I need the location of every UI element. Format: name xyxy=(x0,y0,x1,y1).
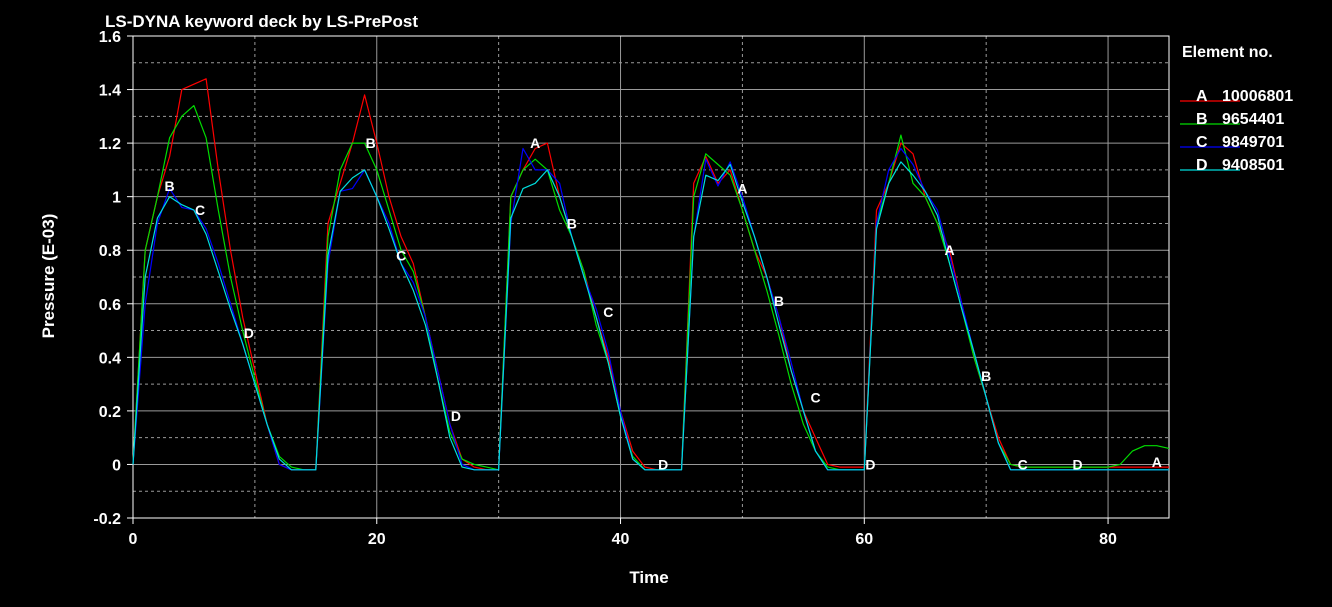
grid-lines xyxy=(133,35,1169,519)
y-tick-label: 0 xyxy=(112,457,121,474)
x-tick-label: 40 xyxy=(612,531,630,548)
series-marker-label-a: A xyxy=(945,242,955,258)
series-marker-label-a: A xyxy=(737,181,747,197)
series-group xyxy=(132,78,1170,471)
legend-name-c: 9849701 xyxy=(1222,134,1284,151)
series-marker-label-b: B xyxy=(366,135,376,151)
chart-title: LS-DYNA keyword deck by LS-PrePost xyxy=(105,12,418,31)
x-tick-label: 80 xyxy=(1099,531,1117,548)
x-tick-label: 0 xyxy=(129,531,138,548)
series-marker-label-b: B xyxy=(567,215,577,231)
series-line-d xyxy=(132,161,1169,471)
legend-name-b: 9654401 xyxy=(1222,111,1284,128)
y-tick-label: 1 xyxy=(112,190,121,207)
legend-letter-d: D xyxy=(1196,157,1208,174)
y-tick-label: 1.6 xyxy=(99,29,121,46)
legend-title: Element no. xyxy=(1182,44,1273,61)
series-marker-label-c: C xyxy=(195,202,205,218)
legend-letter-b: B xyxy=(1196,111,1208,128)
series-marker-label-b: B xyxy=(774,293,784,309)
legend-letter-a: A xyxy=(1196,88,1208,105)
y-tick-label: -0.2 xyxy=(93,511,121,528)
y-axis-label: Pressure (E-03) xyxy=(39,214,58,339)
series-marker-label-d: D xyxy=(451,408,461,424)
series-marker-label-a: A xyxy=(530,135,540,151)
series-marker-label-c: C xyxy=(810,390,820,406)
series-marker-label-d: D xyxy=(658,456,668,472)
x-axis-label: Time xyxy=(629,568,668,587)
series-marker-label-b: B xyxy=(165,178,175,194)
series-marker-label-c: C xyxy=(1018,456,1028,472)
series-line-b xyxy=(132,104,1170,471)
legend-name-d: 9408501 xyxy=(1222,157,1284,174)
x-axis-ticks: 0 20 40 60 80 xyxy=(129,518,1117,548)
y-tick-label: 0.8 xyxy=(99,243,121,260)
series-marker-label-d: D xyxy=(865,456,875,472)
series-marker-label-d: D xyxy=(244,325,254,341)
y-tick-label: 0.2 xyxy=(99,404,121,421)
y-axis-ticks: -0.2 0 0.2 0.4 0.6 0.8 1 1.2 1.4 1.6 xyxy=(93,29,133,528)
y-tick-label: 1.4 xyxy=(99,83,121,100)
plot-frame xyxy=(132,35,1170,519)
legend: A 10006801 B 9654401 C 9849701 D 9408501 xyxy=(1180,88,1293,174)
series-marker-label-b: B xyxy=(981,368,991,384)
marker-labels: A A A A B B B B B C C C C C D D D D D xyxy=(165,135,1162,472)
series-marker-label-c: C xyxy=(603,304,613,320)
legend-name-a: 10006801 xyxy=(1222,88,1293,105)
series-marker-label-c: C xyxy=(396,248,406,264)
legend-letter-c: C xyxy=(1196,134,1208,151)
x-tick-label: 20 xyxy=(368,531,386,548)
series-marker-label-d: D xyxy=(1073,456,1083,472)
series-marker-label-a: A xyxy=(1152,454,1162,470)
y-tick-label: 1.2 xyxy=(99,136,121,153)
y-tick-label: 0.6 xyxy=(99,297,121,314)
x-tick-label: 60 xyxy=(855,531,873,548)
y-tick-label: 0.4 xyxy=(99,350,121,367)
